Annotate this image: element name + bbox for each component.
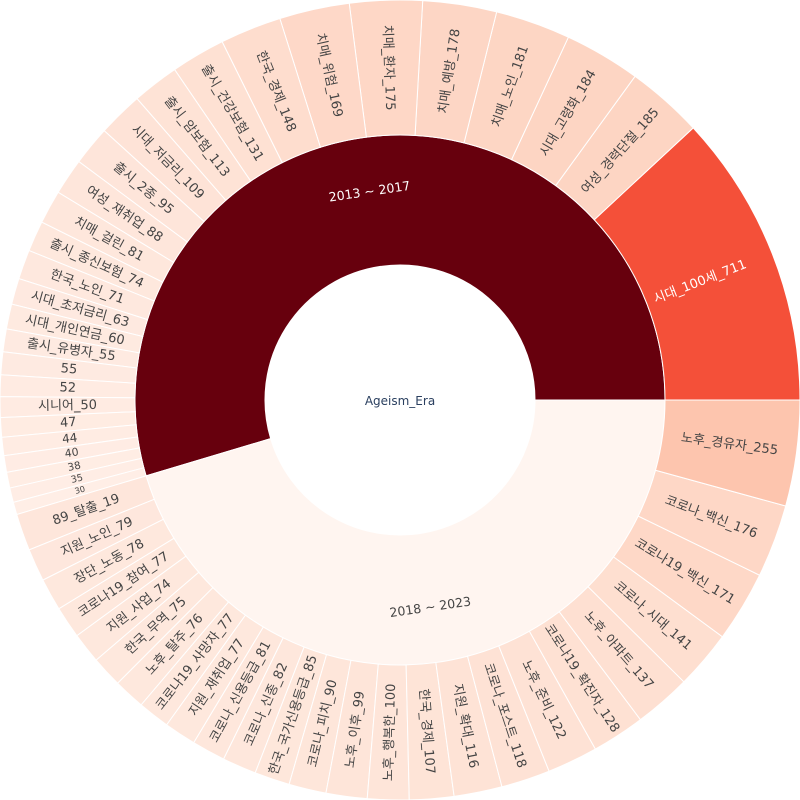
outer-label-0-23: 44: [61, 430, 78, 446]
outer-label-0-25: 38: [67, 460, 82, 474]
outer-label-0-27: 30: [73, 483, 86, 495]
outer-label-1-15: 한국_경제_107: [416, 688, 438, 775]
outer-label-0-19: 55: [60, 361, 78, 377]
outer-label-0-5: 치매_환자_175: [379, 25, 397, 111]
outer-label-0-22: 47: [60, 415, 77, 431]
outer-slice-1-24[interactable]: [654, 399, 800, 507]
root-label[interactable]: Ageism_Era: [365, 394, 435, 408]
outer-label-0-24: 40: [64, 445, 80, 460]
outer-label-0-21: 시니어_50: [38, 398, 97, 414]
outer-label-0-20: 52: [59, 380, 76, 396]
outer-label-1-14: 노후_행복한_100: [380, 683, 399, 781]
outer-label-0-26: 35: [70, 472, 84, 486]
